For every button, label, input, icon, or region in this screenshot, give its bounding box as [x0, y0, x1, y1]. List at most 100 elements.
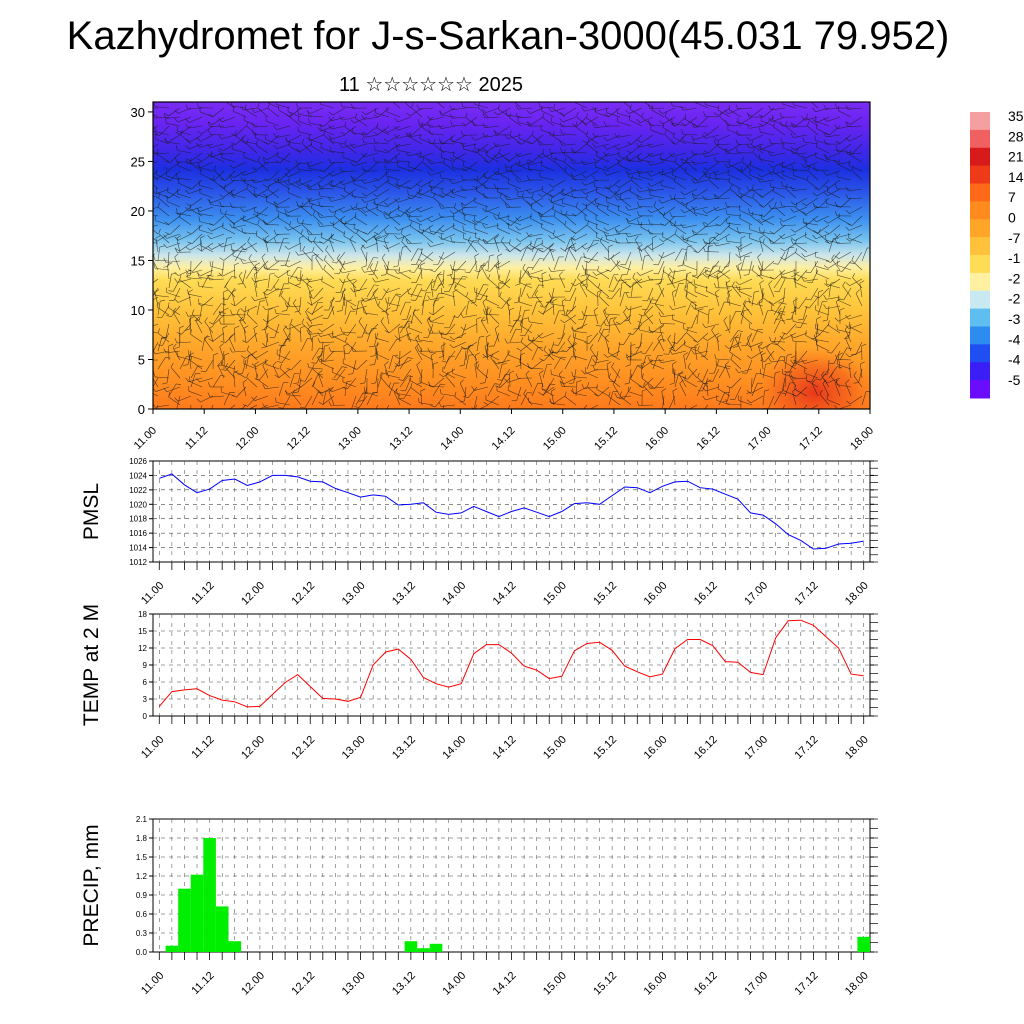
wind-barb-flag: [725, 281, 728, 287]
wind-barb-flag: [680, 191, 685, 196]
wind-barb-flag: [813, 230, 818, 234]
wind-barb: [751, 329, 759, 343]
colorbar-band: [970, 183, 990, 202]
wind-barb: [425, 278, 434, 292]
wind-barb-flag: [407, 196, 413, 200]
wind-barb-flag: [350, 161, 354, 167]
wind-barb-flag: [284, 325, 289, 330]
wind-barb: [657, 338, 665, 352]
wind-barb-flag: [274, 374, 280, 378]
wind-barb-flag: [284, 390, 290, 395]
wind-barb: [474, 134, 489, 141]
wind-barb: [810, 260, 819, 274]
wind-barb: [315, 257, 324, 271]
wind-barb-flag: [229, 164, 234, 169]
wind-barb: [683, 264, 698, 271]
wind-barb-flag: [671, 118, 673, 124]
wind-barb-flag: [350, 143, 354, 148]
wind-barb-flag: [636, 119, 641, 123]
wind-barb: [435, 395, 445, 408]
wind-barb: [685, 347, 693, 361]
colorbar-label: -4: [1008, 331, 1021, 347]
wind-barb: [431, 215, 445, 223]
wind-barb: [200, 161, 214, 169]
wind-barb: [542, 117, 555, 127]
wind-barb: [629, 350, 643, 358]
wind-barb: [553, 356, 562, 370]
wind-barb-flag: [630, 343, 636, 347]
wind-barb-flag: [395, 355, 400, 360]
wind-barb-flag: [790, 208, 795, 213]
wind-barb-flag: [762, 229, 765, 235]
wind-barb: [408, 134, 423, 138]
wind-barb-flag: [679, 370, 683, 375]
wind-barb-flag: [317, 357, 321, 363]
wind-barb-flag: [195, 316, 200, 321]
wind-barb-flag: [515, 226, 520, 231]
wind-barb-flag: [681, 122, 687, 126]
wind-barb: [480, 320, 489, 334]
wind-barb: [818, 287, 830, 299]
wind-barb: [233, 170, 247, 178]
wind-barb-flag: [292, 389, 296, 395]
wind-barb-flag: [185, 189, 190, 194]
wind-barb: [773, 171, 786, 181]
wind-barb-flag: [731, 281, 735, 287]
wind-barb: [639, 329, 654, 334]
wind-barb-flag: [497, 361, 503, 364]
wind-barb-flag: [482, 123, 486, 128]
wind-barb-flag: [328, 197, 332, 202]
x-tick-label: 14.12: [490, 425, 518, 453]
wind-barb-flag: [768, 170, 772, 175]
wind-barb: [738, 400, 753, 406]
wind-barb: [815, 140, 830, 145]
wind-barb-flag: [522, 263, 526, 269]
wind-barb: [400, 233, 412, 244]
wind-barb-flag: [385, 297, 387, 303]
wind-barb-flag: [651, 235, 657, 239]
wind-barb-flag: [383, 202, 389, 206]
wind-barb-flag: [153, 263, 156, 269]
wind-barb: [640, 226, 654, 235]
wind-barb-flag: [361, 297, 365, 302]
wind-barb-flag: [624, 382, 630, 385]
wind-barb: [804, 278, 819, 282]
wind-barb: [704, 404, 709, 409]
wind-barb-flag: [729, 184, 733, 190]
wind-barb: [751, 107, 764, 117]
wind-barb: [298, 121, 313, 127]
wind-barb-flag: [780, 137, 783, 143]
wind-barb: [477, 107, 489, 118]
wind-barb: [210, 260, 214, 275]
wind-barb-flag: [517, 141, 522, 145]
wind-barb-flag: [773, 263, 779, 265]
wind-barb: [487, 383, 495, 397]
wind-barb: [563, 107, 577, 116]
wind-barb-flag: [662, 122, 665, 128]
wind-barb: [816, 188, 830, 197]
wind-barb: [265, 386, 280, 390]
wind-barb: [276, 125, 291, 130]
wind-barb: [826, 170, 841, 176]
wind-barb: [430, 296, 445, 301]
wind-barb-flag: [229, 175, 233, 181]
wind-barb-flag: [328, 334, 333, 339]
wind-barb: [386, 111, 401, 118]
wind-barb: [562, 151, 577, 154]
wind-barb-flag: [735, 281, 740, 286]
wind-barb-flag: [757, 173, 762, 178]
wind-barb-flag: [684, 285, 686, 291]
wind-barb: [619, 292, 625, 307]
wind-barb-flag: [691, 178, 695, 184]
wind-barb: [321, 386, 335, 394]
wind-barb-flag: [189, 352, 194, 356]
wind-barb-flag: [658, 410, 663, 411]
wind-barb-flag: [142, 149, 146, 152]
colorbar-label: -1: [1008, 250, 1021, 266]
wind-barb: [573, 337, 588, 343]
wind-barb-flag: [740, 166, 743, 172]
wind-barb-flag: [427, 295, 431, 300]
wind-barb-flag: [394, 226, 399, 231]
wind-barb: [189, 355, 192, 370]
wind-barb-flag: [172, 410, 177, 411]
